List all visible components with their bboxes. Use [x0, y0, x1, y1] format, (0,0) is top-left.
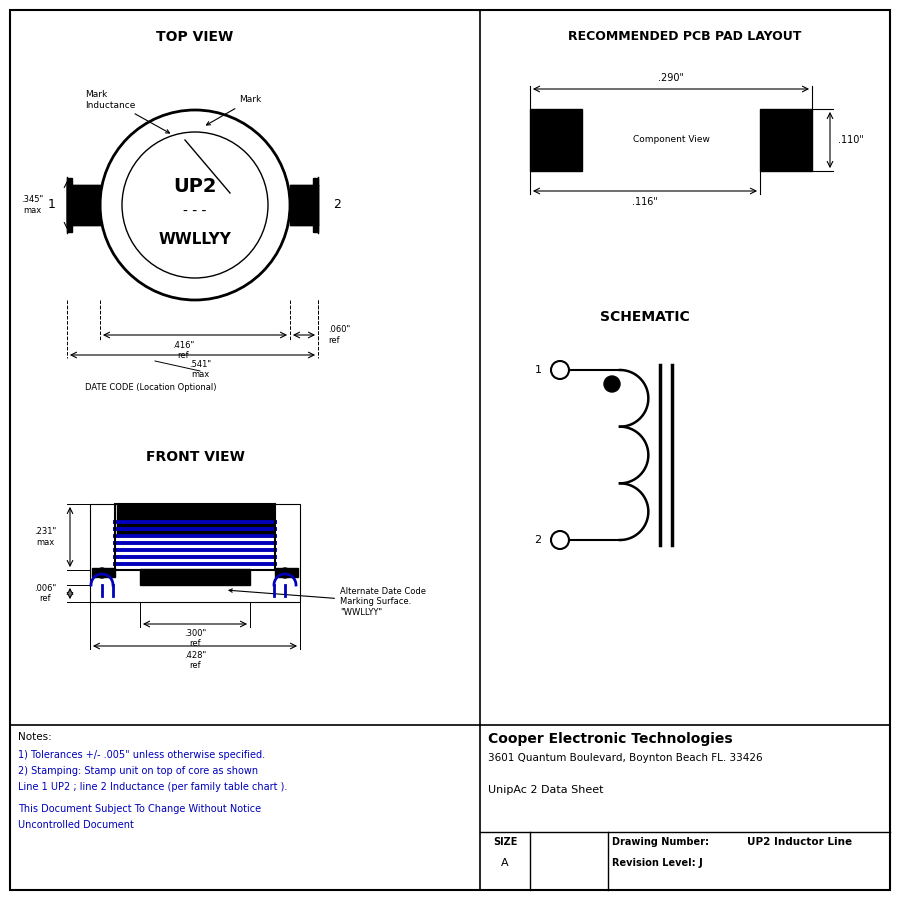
- Text: Mark
Inductance: Mark Inductance: [85, 90, 169, 133]
- Text: RECOMMENDED PCB PAD LAYOUT: RECOMMENDED PCB PAD LAYOUT: [568, 30, 802, 43]
- Text: WWLLYY: WWLLYY: [158, 231, 231, 247]
- Bar: [72, 185, 100, 225]
- Circle shape: [97, 568, 107, 578]
- Text: Alternate Date Code
Marking Surface.
"WWLLYY": Alternate Date Code Marking Surface. "WW…: [229, 587, 426, 617]
- Text: .290": .290": [658, 73, 684, 83]
- Text: Line 1 UP2 ; line 2 Inductance (per family table chart ).: Line 1 UP2 ; line 2 Inductance (per fami…: [18, 782, 287, 792]
- Text: Component View: Component View: [633, 136, 709, 145]
- Text: DATE CODE (Location Optional): DATE CODE (Location Optional): [85, 383, 217, 392]
- Bar: [275, 568, 298, 577]
- Bar: [90, 504, 300, 602]
- Text: .345"
max: .345" max: [21, 195, 43, 215]
- Text: UP2 Inductor Line: UP2 Inductor Line: [747, 837, 852, 847]
- Text: This Document Subject To Change Without Notice: This Document Subject To Change Without …: [18, 804, 261, 814]
- Text: FRONT VIEW: FRONT VIEW: [146, 450, 245, 464]
- Text: .060"
ref: .060" ref: [328, 325, 350, 345]
- Text: Mark: Mark: [206, 95, 261, 125]
- Text: SCHEMATIC: SCHEMATIC: [600, 310, 690, 324]
- Bar: [530, 109, 582, 171]
- Bar: [760, 109, 812, 171]
- Bar: [313, 178, 318, 232]
- Text: A: A: [501, 858, 508, 868]
- Bar: [92, 568, 115, 577]
- Bar: [140, 569, 250, 585]
- Text: UnipAc 2 Data Sheet: UnipAc 2 Data Sheet: [488, 785, 604, 795]
- Text: 3601 Quantum Boulevard, Boynton Beach FL. 33426: 3601 Quantum Boulevard, Boynton Beach FL…: [488, 753, 762, 763]
- Text: .428"
ref: .428" ref: [184, 651, 206, 670]
- Text: .300"
ref: .300" ref: [184, 629, 206, 648]
- Text: 2) Stamping: Stamp unit on top of core as shown: 2) Stamping: Stamp unit on top of core a…: [18, 766, 258, 776]
- Text: - - -: - - -: [184, 204, 207, 218]
- Text: Uncontrolled Document: Uncontrolled Document: [18, 820, 134, 830]
- Text: 2: 2: [535, 535, 542, 545]
- Text: .006"
ref: .006" ref: [34, 584, 56, 603]
- Text: J: J: [698, 858, 702, 868]
- Text: .110": .110": [838, 135, 864, 145]
- Bar: [290, 185, 318, 225]
- Bar: [117, 504, 273, 534]
- Circle shape: [280, 568, 290, 578]
- Bar: [67, 178, 72, 232]
- Text: 1: 1: [48, 199, 56, 212]
- Text: .231"
max: .231" max: [34, 527, 56, 546]
- Circle shape: [604, 376, 620, 392]
- Text: 1: 1: [535, 365, 542, 375]
- Text: TOP VIEW: TOP VIEW: [157, 30, 234, 44]
- Text: .541"
max: .541" max: [189, 360, 212, 380]
- Text: UP2: UP2: [173, 177, 217, 196]
- Text: .116": .116": [632, 197, 658, 207]
- Text: Cooper Electronic Technologies: Cooper Electronic Technologies: [488, 732, 733, 746]
- Text: 1) Tolerances +/- .005" unless otherwise specified.: 1) Tolerances +/- .005" unless otherwise…: [18, 750, 266, 760]
- Bar: [115, 504, 275, 570]
- Text: Notes:: Notes:: [18, 732, 52, 742]
- Text: Revision Level:: Revision Level:: [612, 858, 696, 868]
- Text: Drawing Number:: Drawing Number:: [612, 837, 709, 847]
- Text: .416"
ref: .416" ref: [172, 341, 194, 360]
- Text: 2: 2: [333, 199, 341, 212]
- Text: SIZE: SIZE: [493, 837, 518, 847]
